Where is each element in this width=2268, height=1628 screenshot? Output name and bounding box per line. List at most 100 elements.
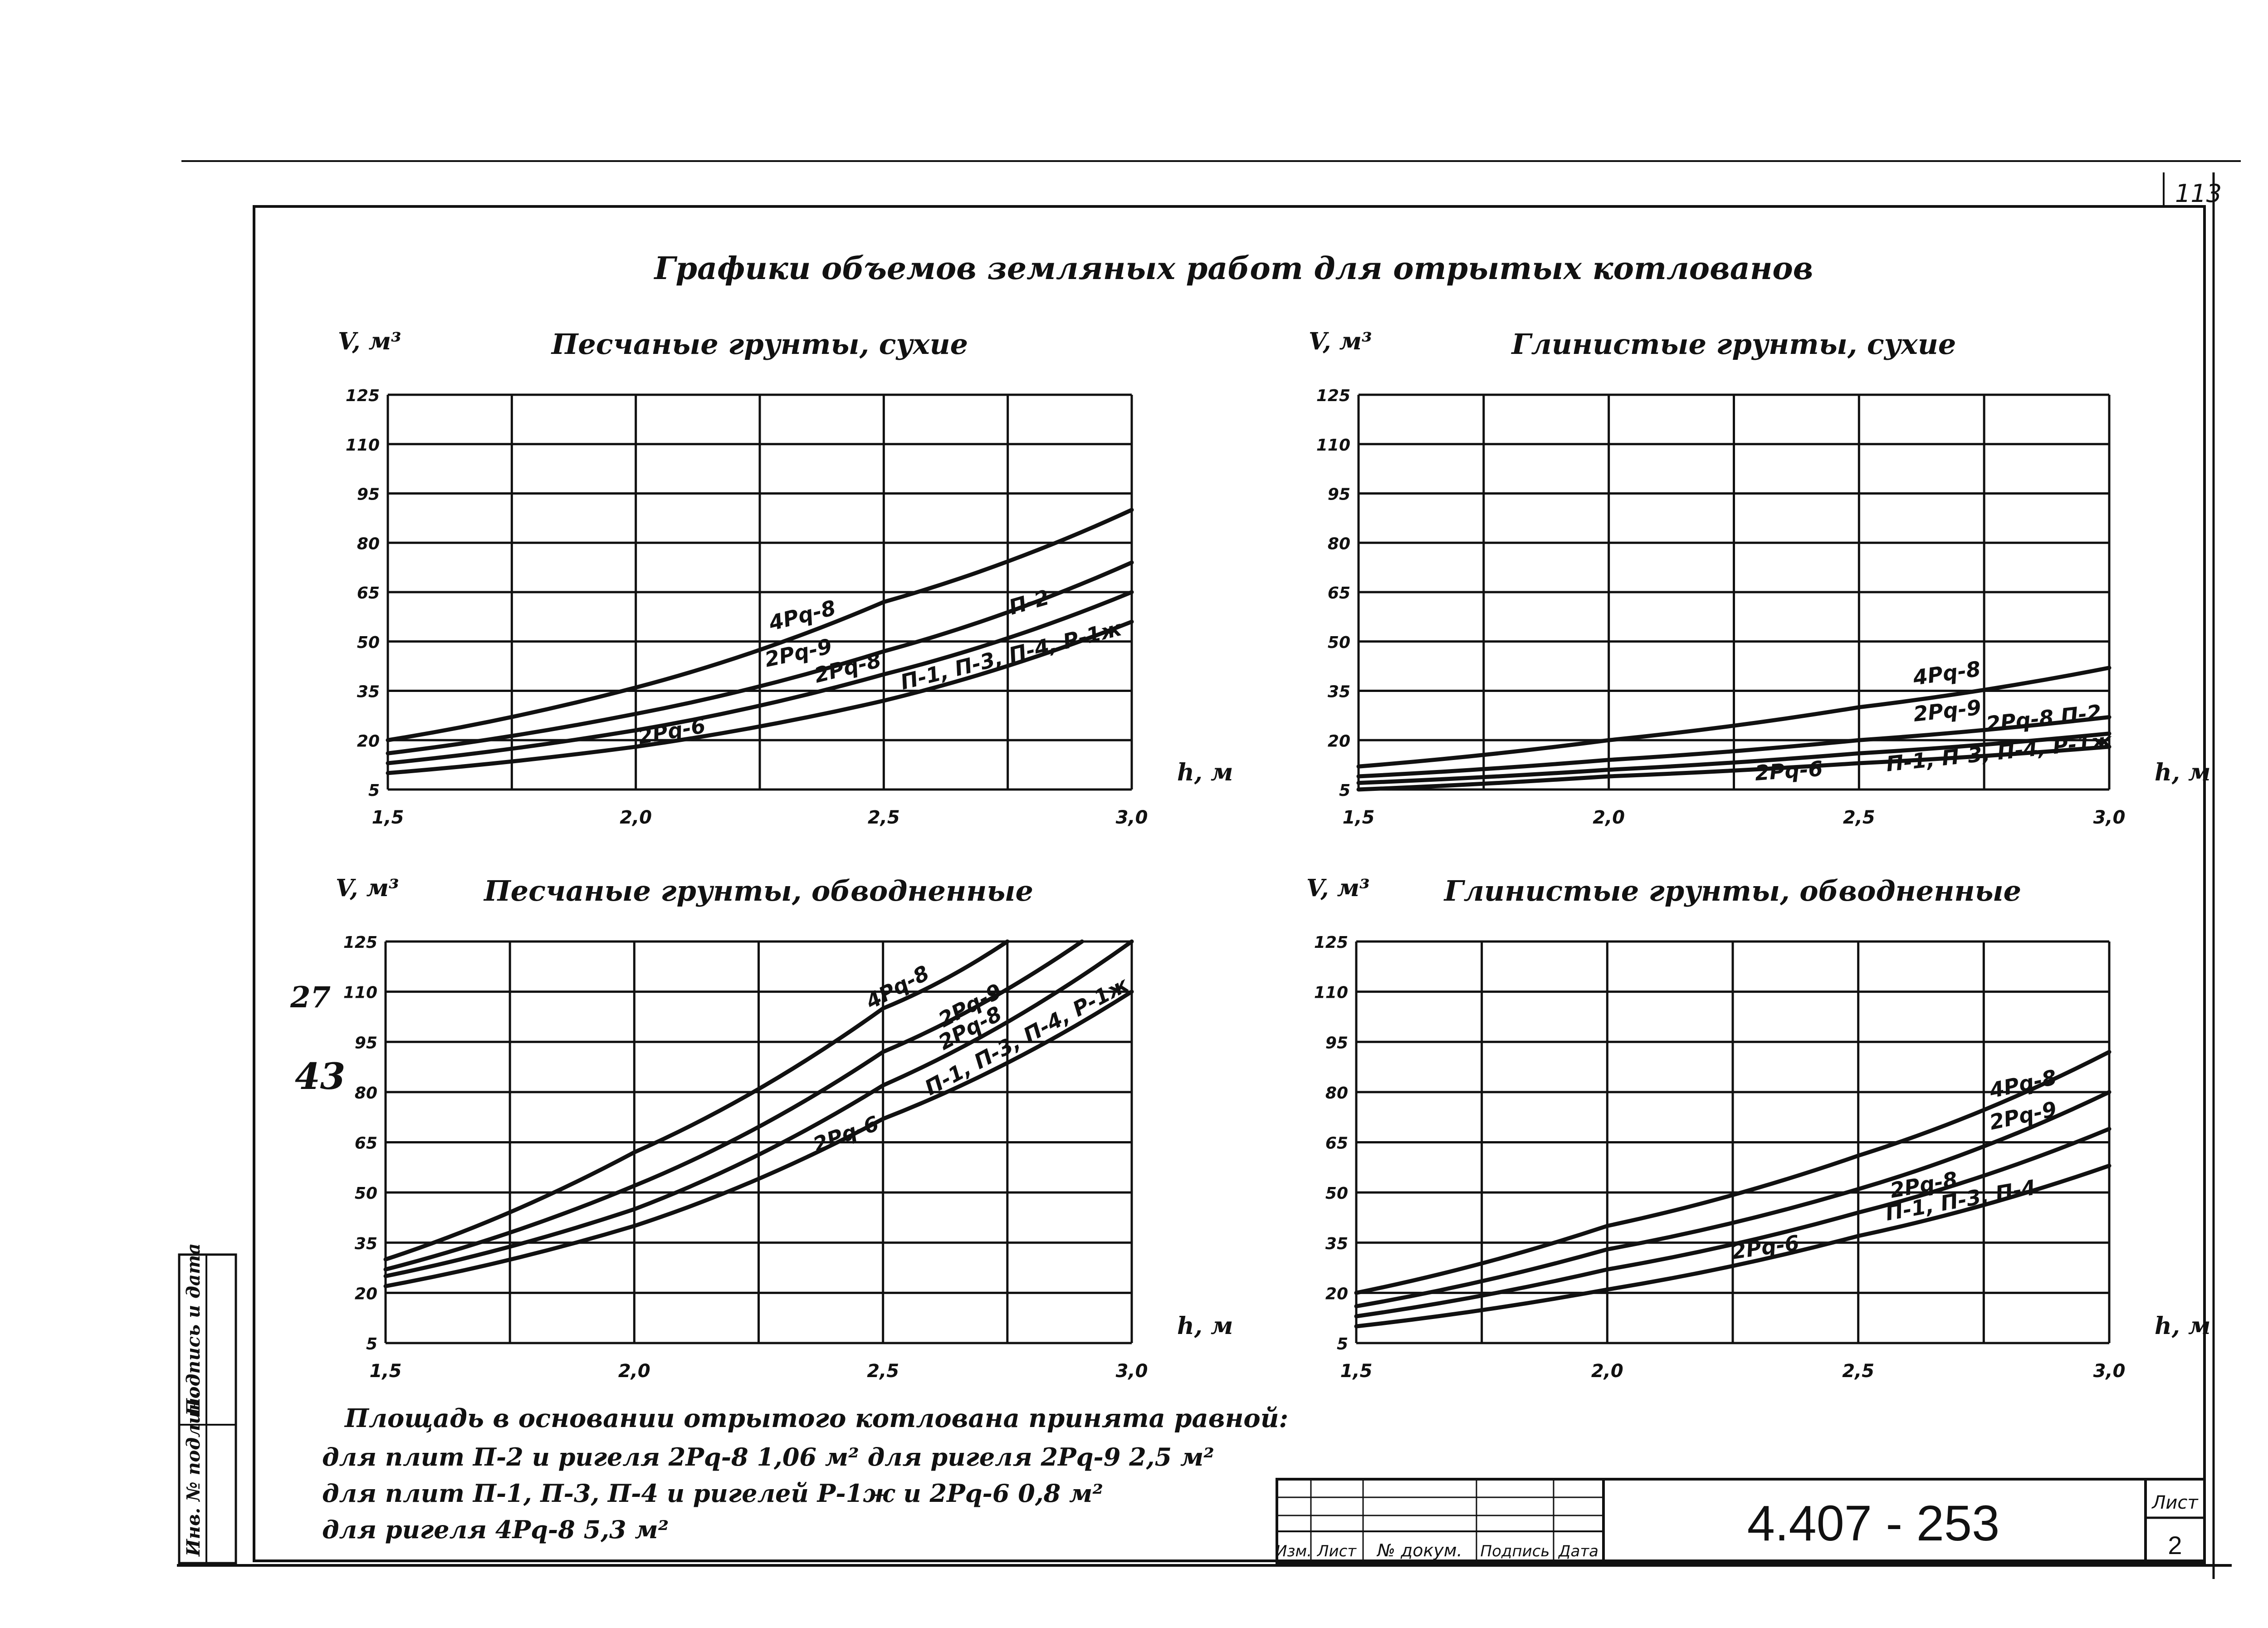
chart-sand-wet: 5 20 35 50 65 80 95 110 125 1,5 2,0 2,5 3,0 h, м V, м³… <box>336 874 1233 1382</box>
margin-annotation-2: 43 <box>295 1055 345 1098</box>
y-axis-label: V, м³ <box>1306 874 1370 902</box>
series-line <box>383 939 1084 1272</box>
note-line-1: Площадь в основании отрытого котлована п… <box>344 1403 1288 1433</box>
series-label: 2Рq-6 <box>1730 1231 1801 1264</box>
chart-title: Глинистые грунты, обводненные <box>1443 874 2021 907</box>
chart-title: Песчаные грунты, сухие <box>551 328 968 361</box>
series-line <box>1356 731 2112 785</box>
y-tick-label: 110 <box>346 436 380 455</box>
y-tick-label: 5 <box>1339 781 1350 800</box>
y-axis-label: V, м³ <box>1309 328 1372 355</box>
x-tick-label: 2,5 <box>868 807 900 828</box>
tb-header-date: Дата <box>1558 1542 1598 1560</box>
x-tick-label: 2,0 <box>620 807 652 828</box>
y-tick-label: 5 <box>1337 1335 1348 1353</box>
y-tick-label: 95 <box>355 1034 377 1052</box>
y-tick-label: 125 <box>346 387 380 405</box>
y-tick-label: 20 <box>355 1285 377 1303</box>
x-axis-label: h, м <box>1177 759 1233 786</box>
y-tick-label: 80 <box>1328 534 1350 553</box>
series-line <box>1354 1127 2112 1319</box>
tb-header-izm: Изм. <box>1276 1542 1312 1560</box>
series-label: 4Рq-8 <box>1987 1065 2059 1103</box>
series-label: 4Рq-8 <box>766 595 838 636</box>
margin-stamp-sign-label: Подпись и дата <box>183 1243 204 1416</box>
x-tick-label: 2,0 <box>1593 807 1625 828</box>
y-tick-label: 50 <box>1325 1184 1348 1203</box>
series-label: 2Рq-6 <box>636 713 708 749</box>
series-line <box>386 619 1134 775</box>
series-line <box>1354 1090 2112 1309</box>
y-tick-label: 125 <box>343 933 377 952</box>
note-line-2: для плит П-2 и ригеля 2Рq-8 1,06 м² для … <box>322 1442 1214 1471</box>
y-tick-label: 50 <box>357 633 380 652</box>
series-line <box>383 939 1010 1262</box>
y-tick-label: 5 <box>368 781 380 800</box>
y-tick-label: 110 <box>1314 984 1348 1002</box>
x-tick-label: 1,5 <box>1343 807 1375 828</box>
series-line <box>383 939 1134 1278</box>
note-line-4: для ригеля 4Рq-8 5,3 м² <box>322 1515 669 1544</box>
y-tick-label: 5 <box>366 1335 377 1353</box>
document-code: 4.407 - 253 <box>1747 1496 2000 1551</box>
y-tick-label: 50 <box>1328 633 1350 652</box>
x-tick-label: 2,0 <box>618 1361 650 1382</box>
chart-clay-wet: 5 20 35 50 65 80 95 110 125 1,5 2,0 2,5 3,0 h, м V, м³… <box>1306 874 2210 1382</box>
series-line <box>386 560 1134 755</box>
x-tick-label: 3,0 <box>2093 1361 2126 1382</box>
y-tick-label: 80 <box>1325 1084 1348 1103</box>
title-block: Изм. Лист № докум. Подпись Дата 4.407 - … <box>1276 1478 2206 1564</box>
y-tick-label: 65 <box>355 1134 377 1153</box>
x-axis-label: h, м <box>1177 1312 1233 1340</box>
x-tick-label: 2,5 <box>1842 1361 1874 1382</box>
margin-stamp-inv-label: Инв. № подлин. <box>183 1392 204 1557</box>
y-tick-label: 35 <box>1328 683 1350 701</box>
y-tick-label: 80 <box>355 1084 377 1103</box>
y-tick-label: 20 <box>1328 732 1350 750</box>
y-tick-label: 95 <box>357 485 380 504</box>
chart-clay-dry: 5 20 35 50 65 80 95 110 125 1,5 2,0 2,5 3,0 h, м V, м³… <box>1309 328 2210 828</box>
series-line <box>1356 715 2112 779</box>
margin-annotation-1: 27 <box>290 981 331 1015</box>
note-block: Площадь в основании отрытого котлована п… <box>322 1403 1288 1544</box>
inner-frame <box>253 205 2206 1562</box>
x-tick-label: 2,0 <box>1591 1361 1623 1382</box>
y-tick-label: 95 <box>1325 1034 1348 1052</box>
series-label: 2Рq-6 <box>810 1111 882 1157</box>
note-line-3: для плит П-1, П-3, П-4 и ригелей Р-1ж и … <box>322 1479 1103 1508</box>
sheet-number: 113 <box>2175 179 2222 208</box>
series-line <box>386 590 1134 765</box>
charts-group: 5 20 35 50 65 80 95 110 125 1,5 2,0 2,5 3,0 h, м V, м³… <box>336 328 2210 1382</box>
series-label: 2Рq-6 <box>1754 756 1823 785</box>
series-label: 4Рq-8 <box>861 961 933 1014</box>
x-tick-label: 1,5 <box>370 1361 402 1382</box>
y-tick-label: 35 <box>1325 1235 1348 1253</box>
tb-sheet-value: 2 <box>2168 1531 2182 1559</box>
y-tick-label: 125 <box>1314 933 1348 952</box>
y-axis-label: V, м³ <box>336 874 399 902</box>
y-tick-label: 125 <box>1316 387 1350 405</box>
y-tick-label: 65 <box>1328 584 1350 603</box>
y-tick-label: 65 <box>357 584 380 603</box>
series-line <box>1354 1163 2112 1329</box>
series-line <box>1356 745 2112 792</box>
y-tick-label: 110 <box>343 984 377 1002</box>
series-label: 4Рq-8 <box>1911 657 1982 690</box>
tb-header-list: Лист <box>1316 1542 1357 1560</box>
x-axis-label: h, м <box>2155 1312 2210 1340</box>
chart-title: Песчаные грунты, обводненные <box>483 874 1033 907</box>
tb-header-doc: № докум. <box>1376 1540 1462 1560</box>
y-tick-label: 110 <box>1316 436 1350 455</box>
chart-sand-dry: 5 20 35 50 65 80 95 110 125 1,5 2,0 2,5 3,0 h, м V, м³… <box>338 328 1233 828</box>
x-tick-label: 2,5 <box>1843 807 1875 828</box>
series-label: П-1, П-3, П-4, Р-1ж <box>898 616 1124 695</box>
x-tick-label: 2,5 <box>867 1361 899 1382</box>
y-tick-label: 50 <box>355 1184 377 1203</box>
y-tick-label: 80 <box>357 534 380 553</box>
x-tick-label: 3,0 <box>1116 1361 1148 1382</box>
tb-sheet-label: Лист <box>2151 1492 2199 1513</box>
y-tick-label: 35 <box>355 1235 377 1253</box>
chart-title: Глинистые грунты, сухие <box>1511 328 1956 361</box>
y-axis-label: V, м³ <box>338 328 401 355</box>
